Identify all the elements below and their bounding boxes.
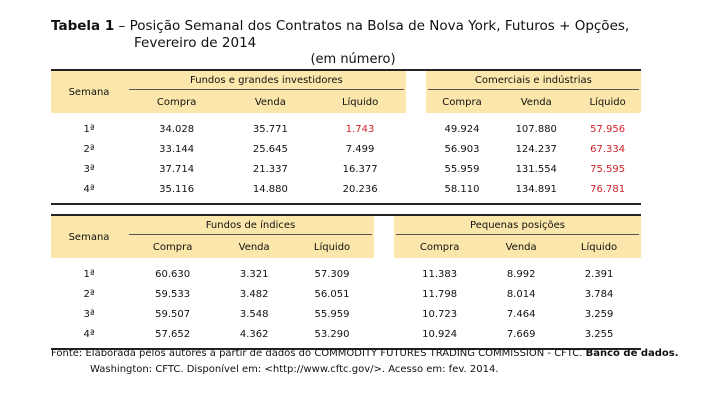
cell: 55.959 [444,163,480,175]
cell: 124.237 [515,143,557,155]
cell: 1.743 [345,123,375,135]
col-header: Venda [218,236,291,258]
table-row: 3ª 37.714 21.337 16.377 55.959 131.554 7… [51,159,641,179]
cell: 37.714 [159,163,195,175]
col-header: Compra [127,236,219,258]
cell: 53.290 [290,324,374,350]
col-header: Líquido [557,236,641,258]
group-header-fundos-investidores: Fundos e grandes investidores [129,72,404,90]
col-header: Compra [425,91,499,113]
unit-caption: (em número) [310,52,396,67]
title-dash: – [118,18,126,34]
cell: 3.259 [584,308,614,320]
cell: 14.880 [226,179,315,205]
table-row: 2ª 59.533 3.482 56.051 11.798 8.014 3.78… [51,284,641,304]
cell: 67.334 [590,143,626,155]
cell: 20.236 [314,179,406,205]
cell: 35.771 [252,123,288,135]
cell: 3.321 [239,268,269,280]
table1-top-rule [51,69,641,71]
cell: 60.630 [155,268,191,280]
title-line1: Posição Semanal dos Contratos na Bolsa d… [129,18,630,34]
col-header: Líquido [574,91,641,113]
cell: 58.110 [425,179,499,205]
col-header: Líquido [314,91,406,113]
source-line1: Fonte: Elaborada pelos autores a partir … [51,348,583,359]
group-header-fundos-indices: Fundos de índices [129,217,372,235]
col-header: Venda [485,236,558,258]
cell: 8.014 [506,288,536,300]
cell: 11.798 [422,288,458,300]
table-2: Semana Fundos de índices Pequenas posiçõ… [51,216,641,350]
table-row: 1ª 34.028 35.771 1.743 49.924 107.880 57… [51,113,641,139]
week-label: 1ª [83,268,95,280]
cell: 7.669 [485,324,558,350]
cell: 7.464 [506,308,536,320]
cell: 10.723 [422,308,458,320]
cell: 2.391 [584,268,614,280]
table-row: 4ª 57.652 4.362 53.290 10.924 7.669 3.25… [51,324,641,350]
col-header: Compra [393,236,486,258]
cell: 131.554 [515,163,557,175]
source-note: Fonte: Elaborada pelos autores a partir … [51,346,679,378]
table-title: Tabela 1 – Posição Semanal dos Contratos… [51,18,629,52]
col-header: Compra [127,91,227,113]
semana-header: Semana [51,216,127,258]
cell: 57.956 [590,123,626,135]
title-label: Tabela 1 [51,18,115,34]
cell: 10.924 [393,324,486,350]
cell: 57.309 [314,268,350,280]
source-bold: Banco de dados. [585,348,679,359]
table-row: 4ª 35.116 14.880 20.236 58.110 134.891 7… [51,179,641,205]
week-label: 3ª [83,163,95,175]
col-header: Venda [498,91,575,113]
week-label: 4ª [51,324,127,350]
cell: 3.255 [557,324,641,350]
cell: 7.499 [345,143,375,155]
source-line2: Washington: CFTC. Disponível em: <http:/… [90,364,499,375]
cell: 8.992 [506,268,536,280]
cell: 56.051 [314,288,350,300]
cell: 3.482 [239,288,269,300]
cell: 3.784 [584,288,614,300]
cell: 11.383 [422,268,458,280]
col-header: Líquido [290,236,374,258]
table-1: Semana Fundos e grandes investidores Com… [51,71,641,205]
group-header-pequenas-posicoes: Pequenas posições [395,217,639,235]
table2-top-rule [51,214,641,216]
table-row: 1ª 60.630 3.321 57.309 11.383 8.992 2.39… [51,258,641,284]
cell: 35.116 [127,179,227,205]
cell: 25.645 [252,143,288,155]
cell: 107.880 [515,123,557,135]
cell: 76.781 [574,179,641,205]
week-label: 2ª [83,288,95,300]
cell: 55.959 [314,308,350,320]
semana-header: Semana [51,71,127,113]
cell: 59.533 [155,288,191,300]
week-label: 1ª [83,123,95,135]
cell: 134.891 [498,179,575,205]
cell: 33.144 [159,143,195,155]
cell: 16.377 [342,163,378,175]
cell: 75.595 [590,163,626,175]
cell: 56.903 [444,143,480,155]
week-label: 2ª [83,143,95,155]
col-header: Venda [226,91,315,113]
table-row: 3ª 59.507 3.548 55.959 10.723 7.464 3.25… [51,304,641,324]
table-row: 2ª 33.144 25.645 7.499 56.903 124.237 67… [51,139,641,159]
cell: 49.924 [444,123,480,135]
group-header-comerciais: Comerciais e indústrias [427,72,639,90]
cell: 57.652 [127,324,219,350]
cell: 34.028 [159,123,195,135]
cell: 3.548 [239,308,269,320]
title-line2: Fevereiro de 2014 [134,35,257,51]
cell: 59.507 [155,308,191,320]
week-label: 4ª [51,179,127,205]
cell: 21.337 [252,163,288,175]
cell: 4.362 [218,324,291,350]
week-label: 3ª [83,308,95,320]
